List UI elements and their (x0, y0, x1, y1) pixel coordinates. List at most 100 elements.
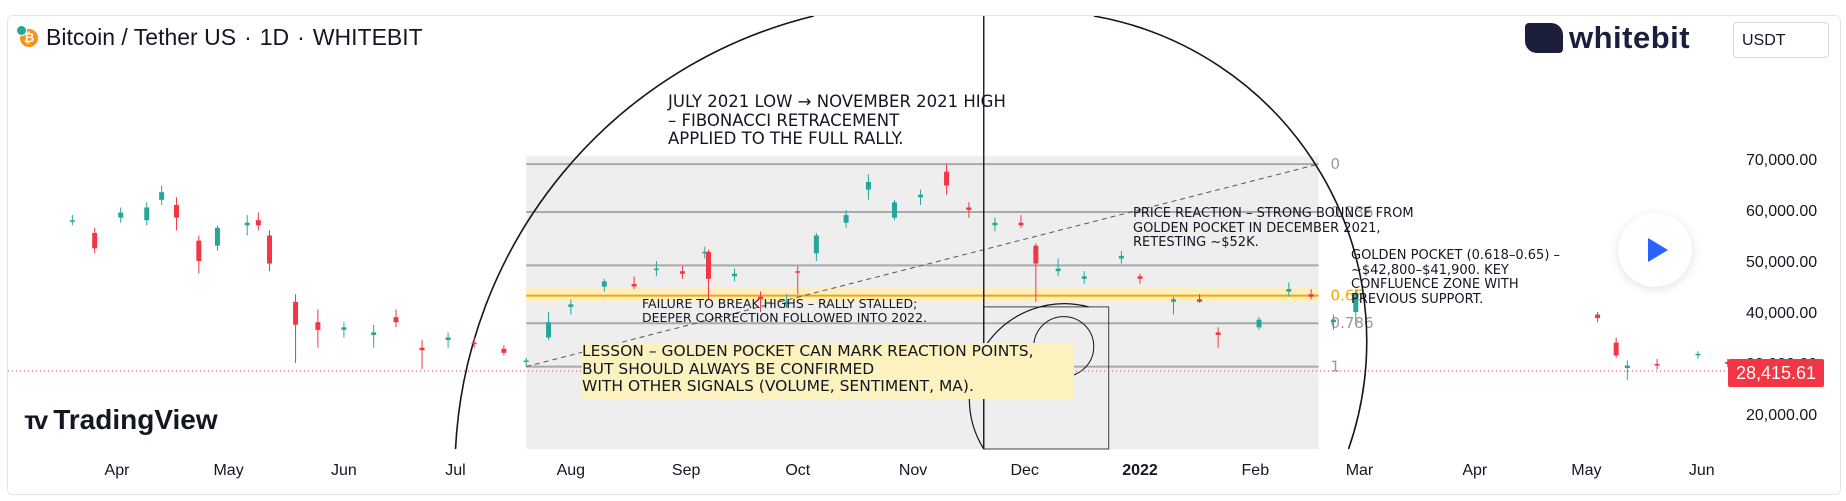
candle-body (992, 222, 998, 226)
annotation-line: GOLDEN POCKET (0.618–0.65) – (1351, 248, 1561, 263)
x-axis-label: Apr (105, 462, 131, 479)
last-price-tag: 28,415.61 (1728, 359, 1824, 387)
candle-body (758, 296, 764, 300)
annotation-price-reaction: PRICE REACTION – STRONG BOUNCE FROM GOLD… (1133, 206, 1414, 251)
separator: · (244, 24, 252, 50)
annotation-line: WITH OTHER SIGNALS (VOLUME, SENTIMENT, M… (582, 377, 974, 395)
annotation-line: JULY 2021 LOW → NOVEMBER 2021 HIGH (668, 92, 1006, 111)
candle-body (293, 301, 299, 325)
candle-body (445, 337, 451, 341)
separator: · (297, 24, 305, 50)
annotation-failure: FAILURE TO BREAK HIGHS – RALLY STALLED; … (642, 296, 927, 325)
x-axis-label: Mar (1346, 462, 1374, 479)
candle-body (92, 232, 98, 249)
candle-body (1725, 361, 1731, 365)
spiral-arc-inner (968, 303, 1089, 450)
tradingview-watermark: ᴛᴠ TradingView (24, 404, 218, 436)
annotation-line: GOLDEN POCKET IN DECEMBER 2021, (1133, 220, 1381, 236)
fib-level-label: 0.786 (1331, 314, 1374, 332)
candle-body (966, 207, 972, 210)
y-axis-label: 60,000.00 (1746, 203, 1817, 220)
x-axis-label: Dec (1010, 462, 1038, 479)
candle-body (1695, 353, 1701, 356)
x-axis-label: May (213, 462, 243, 479)
symbol-header[interactable]: ₿ Bitcoin / Tether US · 1D · WHITEBIT (16, 24, 423, 51)
candle-body (501, 348, 507, 353)
whitebit-mark-icon (1525, 23, 1563, 53)
tradingview-logo-icon: ᴛᴠ (24, 404, 48, 435)
x-axis-label: Feb (1242, 462, 1270, 479)
candle-body (784, 301, 790, 305)
candle-body (523, 360, 529, 362)
candle-body (315, 322, 321, 330)
annotation-line: PRICE REACTION – STRONG BOUNCE FROM (1133, 206, 1414, 221)
annotation-line: BUT SHOULD ALWAYS BE CONFIRMED (582, 359, 875, 378)
annotation-line: FAILURE TO BREAK HIGHS – RALLY STALLED; (642, 296, 918, 311)
symbol-name: Bitcoin / Tether US (46, 24, 237, 50)
x-axis-label: Jul (445, 462, 465, 479)
price-chart[interactable]: 00.2360.650.786170,000.0060,000.0050,000… (8, 16, 1840, 494)
x-axis-label: 2022 (1122, 462, 1158, 479)
candle-body (944, 171, 950, 186)
x-axis-label: Jun (331, 462, 357, 479)
candle-body (1033, 245, 1039, 264)
annotation-line: ~$42,800–$41,900. KEY (1351, 262, 1509, 278)
annotation-title: JULY 2021 LOW → NOVEMBER 2021 HIGH – FIB… (668, 92, 1006, 149)
x-axis-label: Oct (785, 462, 810, 479)
candle-body (732, 273, 738, 277)
annotation-line: – FIBONACCI RETRACEMENT (668, 110, 900, 130)
candle-body (1118, 255, 1124, 259)
candle-body (1624, 365, 1630, 369)
candle-body (471, 342, 477, 345)
annotation-line: LESSON – GOLDEN POCKET CAN MARK REACTION… (582, 342, 1034, 360)
candle-body (813, 235, 819, 254)
x-axis-label: Jun (1689, 462, 1715, 479)
candle-body (918, 194, 924, 198)
candle-body (371, 332, 377, 335)
annotation-golden-pocket: GOLDEN POCKET (0.618–0.65) – ~$42,800–$4… (1351, 248, 1561, 308)
candle-body (214, 227, 220, 246)
candle-body (1613, 342, 1619, 356)
annotation-line: RETESTING ~$52K. (1133, 235, 1259, 251)
bitcoin-icon: ₿ (16, 24, 38, 47)
candle-body (653, 268, 659, 271)
candle-body (196, 240, 202, 261)
whitebit-logo-text: whitebit (1569, 20, 1691, 55)
candle-body (244, 222, 250, 226)
fib-trend-line (526, 163, 1319, 368)
candle-body (118, 212, 124, 218)
fib-range-shade (526, 156, 1319, 449)
candle-body (1654, 364, 1660, 366)
currency-select[interactable]: USDT (1733, 22, 1829, 58)
candle-body (601, 281, 607, 287)
fib-level-label: 1 (1331, 358, 1341, 376)
x-axis-label: Aug (557, 462, 585, 479)
whitebit-logo: whitebit (1525, 20, 1690, 56)
interval-label[interactable]: 1D (259, 24, 290, 50)
candle-body (843, 215, 849, 223)
candle-body (1170, 299, 1176, 302)
candle-body (69, 220, 75, 222)
annotation-line: APPLIED TO THE FULL RALLY. (668, 129, 904, 149)
candle-body (159, 192, 165, 200)
candle-body (679, 271, 685, 274)
candle-body (1286, 289, 1292, 292)
x-axis-label: Nov (899, 462, 927, 479)
y-axis-label: 40,000.00 (1746, 305, 1817, 322)
candle-body (144, 207, 150, 221)
candle-body (1018, 222, 1024, 226)
candle-body (393, 317, 399, 323)
x-axis-label: May (1571, 462, 1601, 479)
spiral-arc-right (1093, 16, 1368, 450)
fib-level-label: 0.236 (1331, 203, 1374, 221)
candle-body (865, 181, 871, 190)
candle-body (255, 220, 261, 226)
tradingview-watermark-text: TradingView (53, 404, 218, 435)
play-button[interactable] (1618, 213, 1692, 287)
candle-body (705, 251, 711, 279)
annotation-line: PREVIOUS SUPPORT. (1351, 292, 1484, 308)
annotation-lesson: LESSON – GOLDEN POCKET CAN MARK REACTION… (582, 342, 1074, 399)
candle-body (1081, 276, 1087, 279)
chart-frame: 0 0.236 0.65 0.786 1 70,000.00 60,000.00 50,000… (7, 15, 1841, 495)
y-axis-label: 50,000.00 (1746, 254, 1817, 271)
